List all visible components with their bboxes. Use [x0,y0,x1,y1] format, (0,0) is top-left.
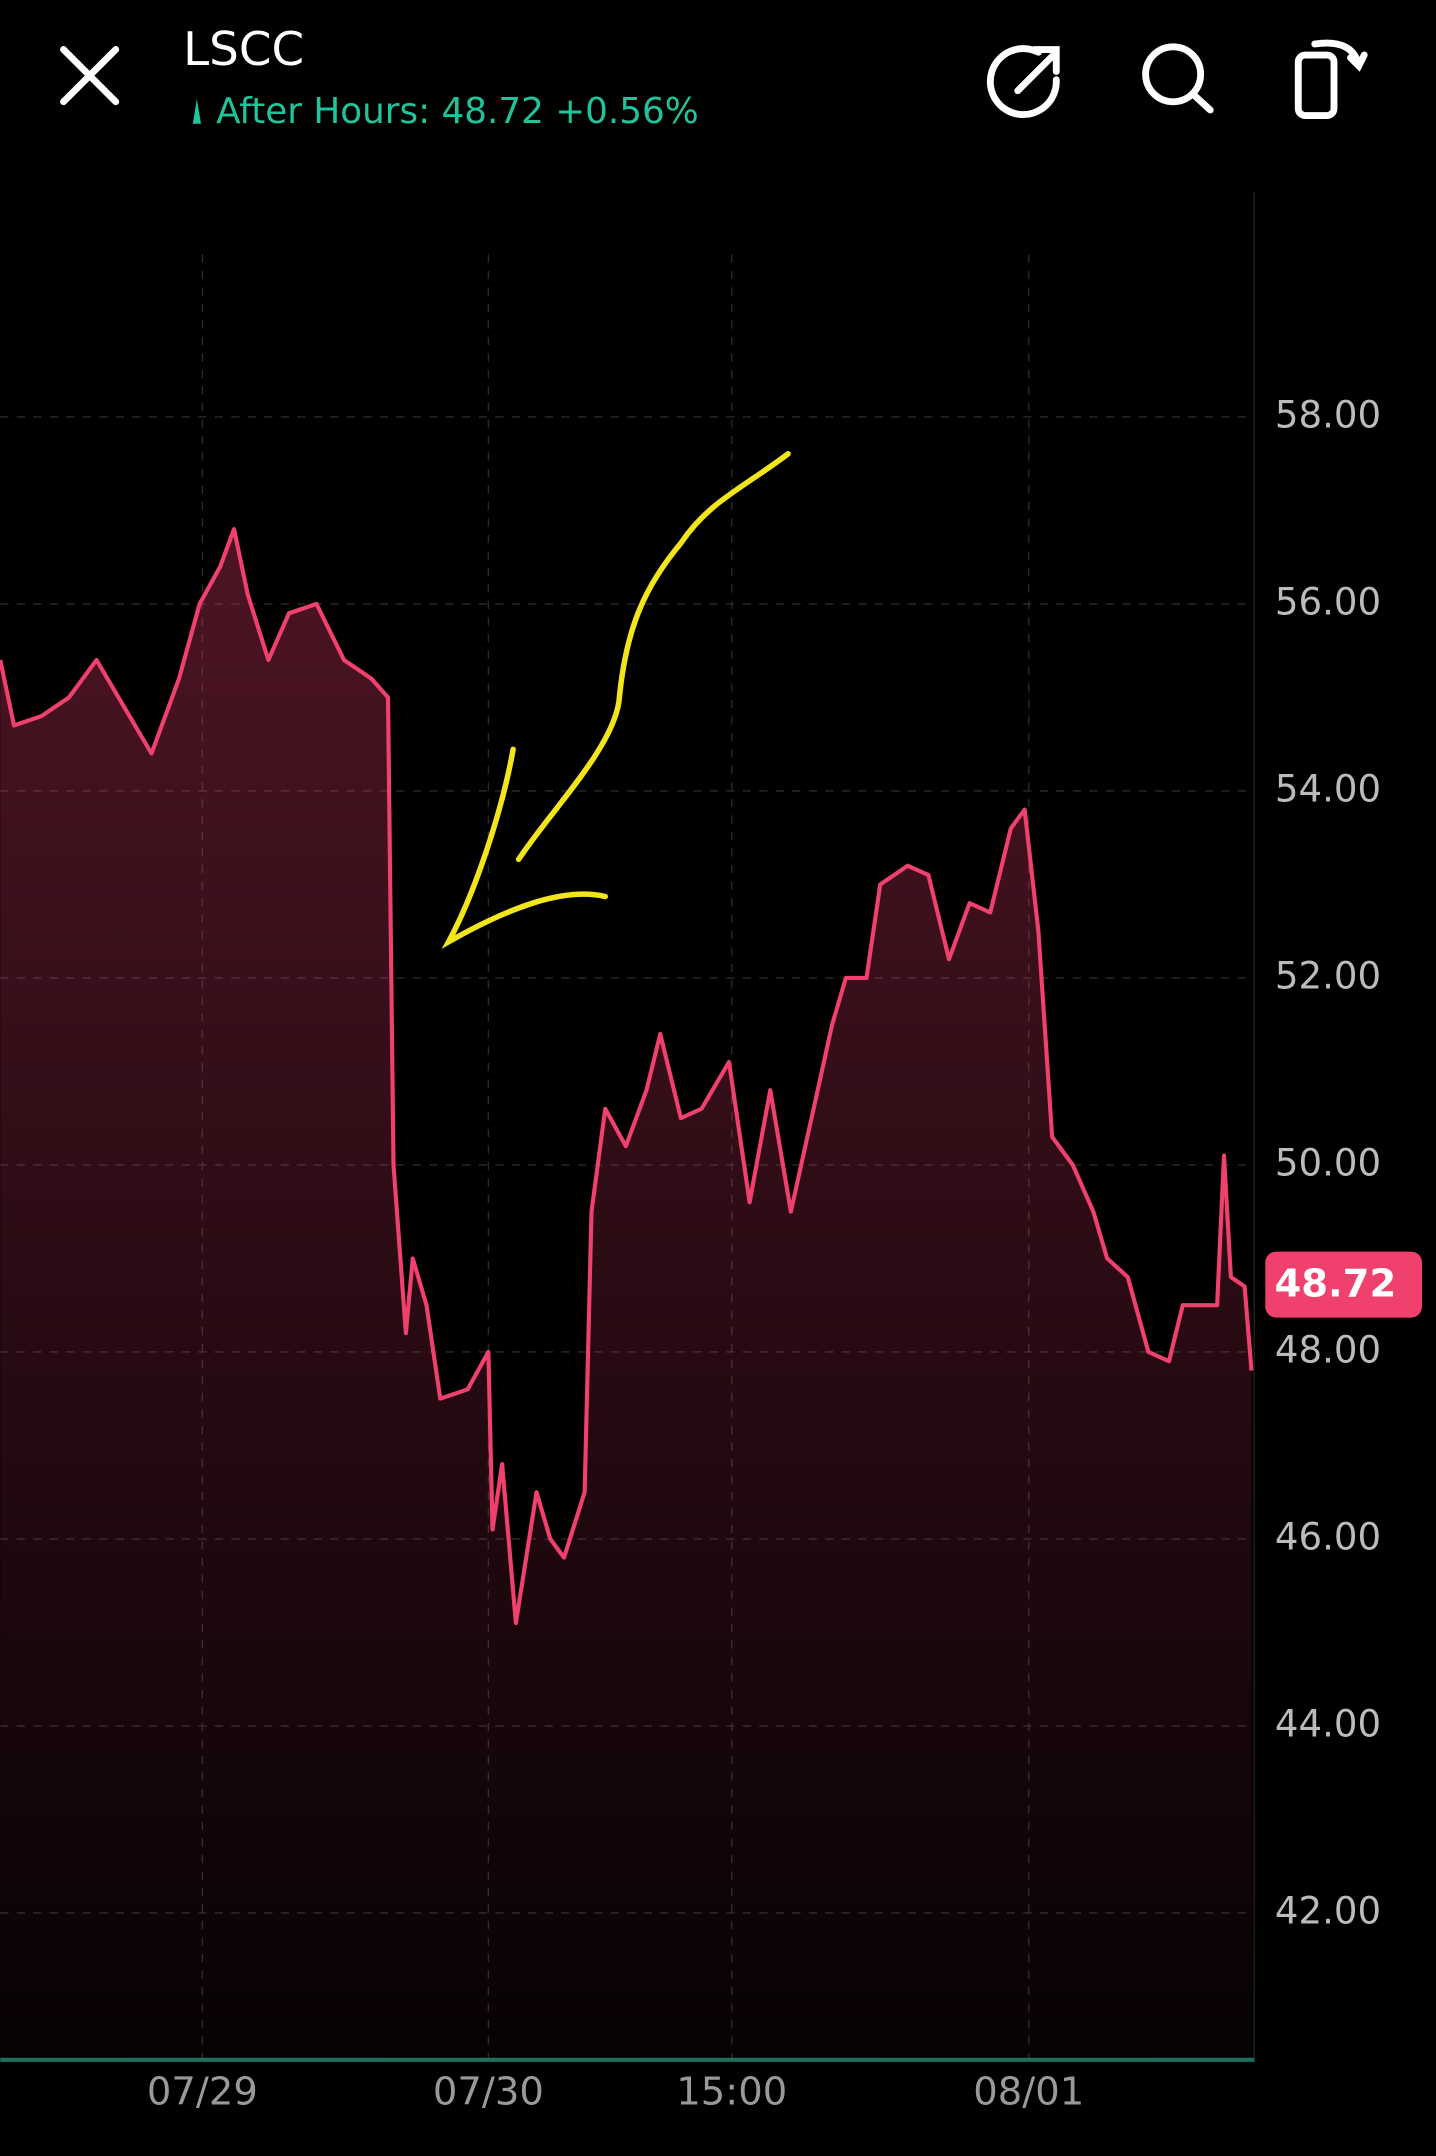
x-tick-label: 08/01 [973,2070,1084,2115]
x-tick-label: 07/29 [147,2070,258,2115]
y-tick-label: 50.00 [1275,1141,1381,1184]
price-line [0,527,1254,1626]
price-tag [1265,1251,1422,1318]
chart: 42.00 44.00 46.00 48.00 50.00 52.00 54.00 56.00… [0,254,1422,2115]
share-button[interactable] [986,45,1060,118]
y-tick-label: 56.00 [1275,580,1381,623]
after-hours: After Hours: 48.72 +0.56% [216,91,699,132]
x-tick-label: 15:00 [676,2070,787,2115]
y-tick-label: 42.00 [1275,1889,1381,1932]
rotate-button[interactable] [1294,39,1368,119]
after-hours-icon [192,99,201,124]
y-tick-label: 46.00 [1275,1515,1381,1558]
search-button[interactable] [1142,43,1214,114]
y-tick-label: 44.00 [1275,1702,1381,1745]
price-tag-label: 48.72 [1274,1261,1396,1306]
close-button[interactable] [60,46,120,106]
price-area [0,529,1252,2063]
y-tick-label: 52.00 [1275,954,1381,997]
y-tick-label: 58.00 [1275,393,1381,436]
annotation-arrow [441,451,791,950]
y-tick-label: 54.00 [1275,767,1381,810]
x-tick-label: 07/30 [433,2070,544,2115]
symbol: LSCC [183,23,304,77]
y-tick-label: 48.00 [1275,1328,1381,1371]
